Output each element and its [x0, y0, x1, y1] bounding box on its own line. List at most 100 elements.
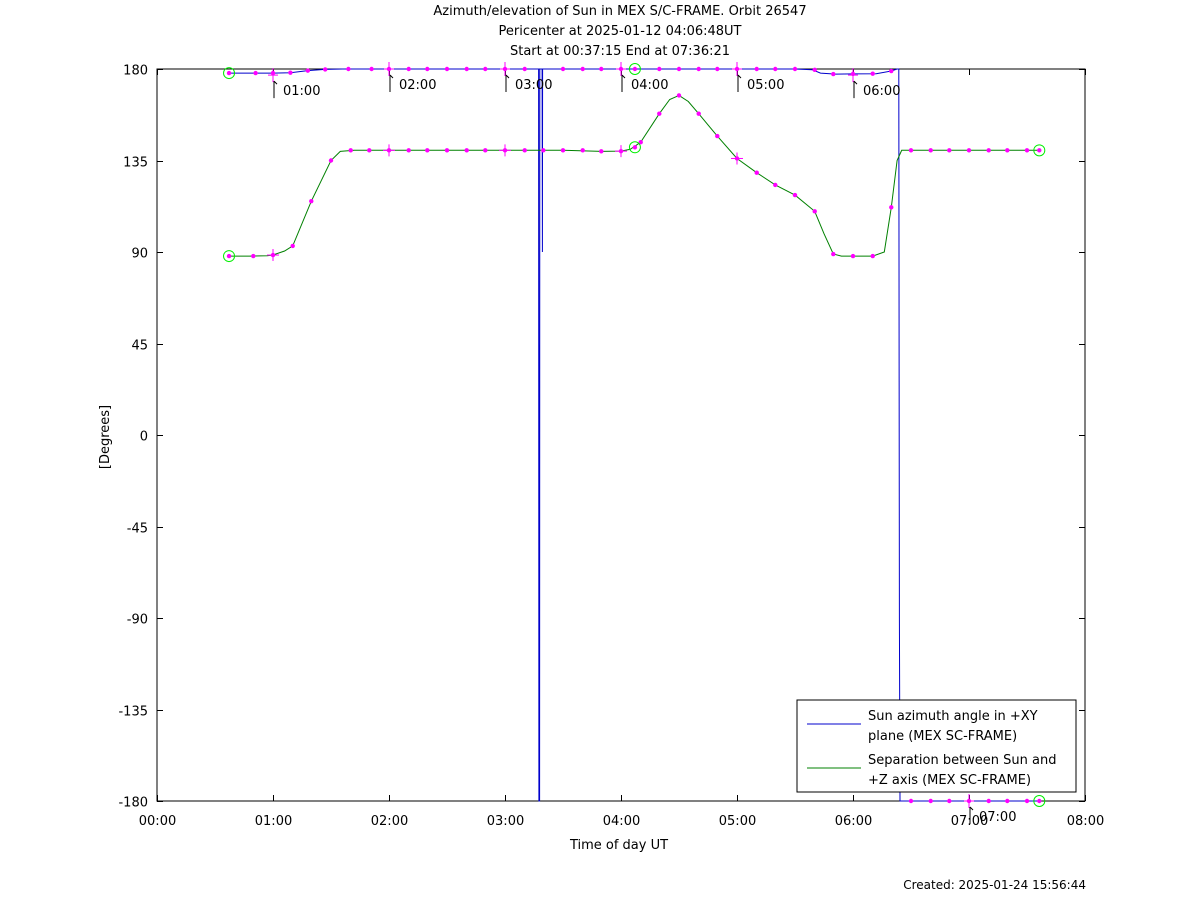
hour-annotation-label: 05:00 [747, 78, 784, 93]
chart-title-line1: Azimuth/elevation of Sun in MEX S/C-FRAM… [433, 4, 807, 19]
chart-title-line3: Start at 00:37:15 End at 07:36:21 [509, 44, 731, 59]
y-tick-label: 45 [131, 339, 148, 354]
data-point-marker [792, 192, 798, 198]
x-tick-label: 01:00 [255, 814, 292, 829]
data-point-marker [251, 253, 256, 259]
data-point-marker [541, 148, 546, 153]
data-point-marker [522, 148, 527, 153]
endpoint-circle [628, 141, 641, 154]
data-point-marker [522, 66, 527, 72]
data-point-marker [483, 148, 488, 153]
data-point-marker [346, 66, 351, 72]
y-tick-label: 135 [123, 156, 148, 171]
y-tick-label: 180 [123, 64, 148, 79]
legend-label-1: plane (MEX SC-FRAME) [868, 729, 1017, 744]
data-point-marker [348, 148, 353, 153]
data-point-marker [754, 170, 759, 175]
data-point-marker [323, 67, 328, 72]
y-tick-label: -90 [127, 613, 148, 628]
data-point-marker [328, 158, 334, 163]
hour-annotation-arrow [389, 74, 394, 79]
legend-label-2: Separation between Sun and [868, 753, 1056, 768]
data-point-marker [464, 66, 469, 72]
series-line-1 [229, 68, 1040, 802]
endpoint-circle [1033, 144, 1046, 157]
data-point-marker [599, 66, 604, 72]
data-point-marker [870, 71, 875, 76]
data-point-marker [367, 148, 372, 153]
endpoint-circle [1033, 795, 1046, 807]
data-point-marker [850, 253, 856, 259]
data-point-marker [632, 145, 638, 150]
y-tick-label: -180 [118, 796, 148, 811]
data-point-marker [928, 798, 933, 804]
series-line-2 [229, 94, 1040, 257]
data-point-marker [676, 93, 682, 98]
x-tick-label: 06:00 [835, 814, 872, 829]
data-point-marker [1005, 798, 1010, 804]
data-point-marker [560, 148, 566, 153]
data-point-marker [908, 798, 914, 804]
data-point-marker [1005, 148, 1010, 153]
data-point-marker [1024, 798, 1030, 804]
data-point-marker [792, 66, 798, 72]
data-point-marker [560, 66, 566, 72]
x-tick-label: 04:00 [603, 814, 640, 829]
data-point-marker [696, 66, 701, 72]
data-point-marker [676, 66, 682, 72]
y-tick-label: -135 [118, 705, 148, 720]
data-point-marker [290, 243, 295, 249]
data-point-marker [928, 148, 933, 153]
hour-annotation-label: 01:00 [283, 84, 320, 99]
hour-annotation-arrow [853, 80, 858, 85]
data-point-marker [406, 66, 411, 72]
created-timestamp: Created: 2025-01-24 15:56:44 [903, 878, 1086, 892]
data-point-marker [638, 140, 643, 145]
data-point-marker [773, 182, 778, 188]
hour-annotation-arrow [505, 74, 510, 79]
data-point-marker [444, 66, 450, 72]
data-point-marker [657, 111, 662, 116]
data-point-marker [580, 148, 585, 153]
hour-annotation-label: 06:00 [863, 84, 900, 99]
y-tick-label: -45 [127, 522, 148, 537]
legend-label-1: Sun azimuth angle in +XY [868, 709, 1038, 724]
data-point-marker [425, 66, 430, 72]
data-point-marker [599, 149, 604, 154]
data-point-marker [715, 66, 720, 72]
data-point-marker [812, 209, 817, 214]
data-point-marker [831, 71, 836, 77]
hour-annotation-arrow [621, 74, 626, 79]
data-point-marker [1037, 148, 1042, 153]
hour-annotation-label: 02:00 [399, 78, 436, 93]
data-point-marker [831, 251, 836, 257]
data-point-marker [369, 66, 374, 72]
hour-annotation-arrow [737, 74, 742, 79]
hour-annotation-label: 04:00 [631, 78, 668, 93]
hour-annotation-arrow [969, 806, 974, 811]
endpoint-circle [223, 250, 236, 263]
data-point-marker [425, 148, 430, 153]
data-point-marker [966, 148, 972, 153]
data-point-marker [947, 798, 952, 804]
data-point-marker [444, 148, 450, 153]
data-point-marker [1037, 798, 1042, 804]
endpoint-circle [223, 67, 236, 80]
x-tick-label: 02:00 [371, 814, 408, 829]
hour-annotation-label: 03:00 [515, 78, 552, 93]
data-point-marker [889, 68, 894, 74]
data-point-marker [253, 70, 258, 76]
data-point-marker [908, 148, 914, 153]
data-point-marker [226, 70, 232, 76]
data-point-marker [580, 66, 585, 72]
data-point-marker [754, 66, 759, 72]
data-point-marker [1024, 148, 1030, 153]
x-tick-label: 05:00 [719, 814, 756, 829]
data-point-marker [947, 148, 952, 153]
data-point-marker [483, 66, 488, 72]
data-point-marker [309, 198, 314, 204]
hour-annotation-arrow [273, 80, 278, 85]
x-tick-label: 08:00 [1067, 814, 1104, 829]
legend-label-2: +Z axis (MEX SC-FRAME) [868, 773, 1031, 788]
data-point-marker [986, 148, 991, 153]
